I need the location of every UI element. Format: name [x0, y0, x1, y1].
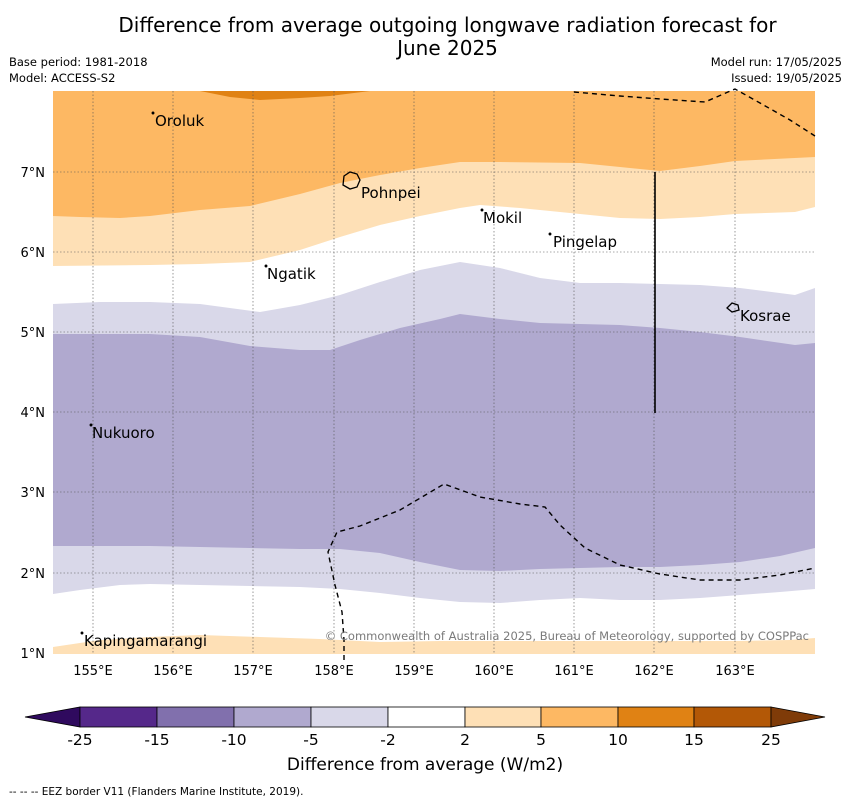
colorbar-tick-label: 2: [460, 731, 470, 749]
map: Oroluk Pohnpei Mokil Pingelap Ngatik Kos…: [21, 88, 826, 749]
place-label-pohnpei: Pohnpei: [361, 184, 421, 202]
colorbar-segment: [617, 706, 695, 728]
grid-lines: [53, 91, 815, 654]
issued-date: Issued: 19/05/2025: [731, 71, 842, 85]
lon-label: 161°E: [554, 664, 594, 679]
lon-label: 160°E: [474, 664, 514, 679]
model-run: Model run: 17/05/2025: [710, 55, 842, 69]
lon-label: 158°E: [314, 664, 354, 679]
islands: [80, 111, 740, 635]
ngatik-marker: [264, 264, 268, 268]
lat-label: 7°N: [21, 166, 46, 181]
colorbar-tick-label: -15: [144, 731, 169, 749]
band-orange-north: [53, 91, 815, 218]
place-label-pingelap: Pingelap: [553, 233, 617, 251]
colorbar-tick-label: 5: [536, 731, 546, 749]
eez-borders: [327, 88, 816, 660]
lon-label: 157°E: [233, 664, 273, 679]
band-mid-purple: [53, 314, 815, 571]
colorbar-arrow-low: [24, 706, 81, 728]
place-label-ngatik: Ngatik: [267, 265, 316, 283]
lat-label: 4°N: [21, 406, 46, 421]
colorbar-tick-label: 15: [684, 731, 704, 749]
model-name: Model: ACCESS-S2: [9, 71, 116, 85]
colorbar-segment: [79, 706, 158, 728]
colorbar-segment: [693, 706, 772, 728]
colorbar-tick-label: 25: [761, 731, 781, 749]
lon-label: 163°E: [715, 664, 755, 679]
lon-label: 162°E: [634, 664, 674, 679]
meta-left: Base period: 1981-2018 Model: ACCESS-S2: [9, 54, 148, 86]
copyright-notice: © Commonwealth of Australia 2025, Bureau…: [325, 629, 809, 643]
colorbar-arrow-high: [770, 706, 826, 728]
colorbar-segment: [464, 706, 542, 728]
lat-label: 3°N: [21, 486, 46, 501]
lat-label: 5°N: [21, 326, 46, 341]
place-label-oroluk: Oroluk: [155, 112, 204, 130]
lon-label: 159°E: [394, 664, 434, 679]
colorbar-tick-label: -25: [67, 731, 92, 749]
eez-legend-note: -- -- -- EEZ border V11 (Flanders Marine…: [9, 786, 304, 798]
lon-label: 156°E: [153, 664, 193, 679]
lat-label: 2°N: [21, 567, 46, 582]
colorbar-segment: [233, 706, 312, 728]
place-label-nukuoro: Nukuoro: [92, 424, 155, 442]
colorbar-segment: [387, 706, 466, 728]
meta-right: Model run: 17/05/2025 Issued: 19/05/2025: [711, 54, 842, 86]
map-fill-layer: [53, 91, 815, 654]
kapingamarangi-marker: [80, 631, 84, 635]
colorbar-tick-label: -10: [221, 731, 246, 749]
title-line-2: June 2025: [397, 36, 498, 60]
nukuoro-marker: [89, 423, 93, 427]
mokil-marker: [480, 208, 484, 212]
oroluk-marker: [151, 111, 155, 115]
title-line-1: Difference from average outgoing longwav…: [118, 13, 777, 37]
colorbar-segment: [540, 706, 619, 728]
place-label-mokil: Mokil: [483, 209, 522, 227]
lat-label: 6°N: [21, 246, 46, 261]
place-label-kapingamarangi: Kapingamarangi: [84, 632, 207, 650]
colorbar-title: Difference from average (W/m2): [286, 755, 564, 775]
base-period: Base period: 1981-2018: [9, 55, 148, 69]
colorbar-tick-label: -5: [303, 731, 318, 749]
band-dark-orange-north: [200, 91, 370, 100]
pingelap-marker: [548, 232, 552, 236]
colorbar-segment: [310, 706, 389, 728]
colorbar-segment: [156, 706, 235, 728]
lon-label: 155°E: [73, 664, 113, 679]
chart-title: Difference from average outgoing longwav…: [0, 14, 850, 60]
kosrae-outline: [726, 302, 740, 313]
colorbar-tick-label: 10: [608, 731, 628, 749]
place-label-kosrae: Kosrae: [740, 307, 791, 325]
colorbar: [24, 706, 826, 728]
colorbar-tick-label: -2: [380, 731, 395, 749]
pohnpei-outline: [342, 171, 361, 190]
band-light-orange-south: [53, 635, 815, 654]
lat-label: 1°N: [21, 647, 46, 662]
